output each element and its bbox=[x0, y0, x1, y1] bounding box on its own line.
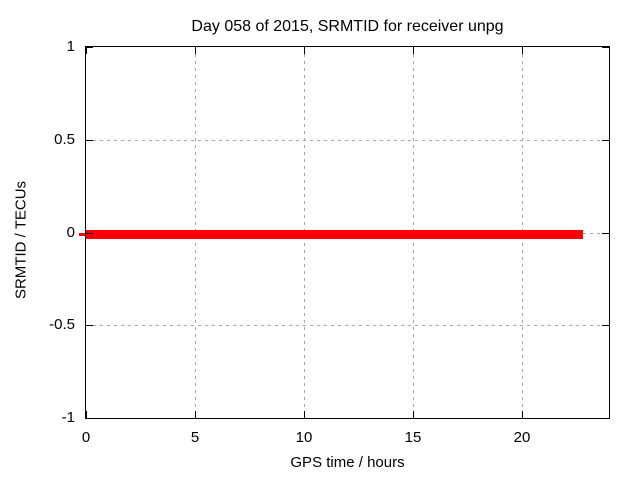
y-gridline bbox=[86, 325, 609, 326]
y-tick-mark-right bbox=[602, 418, 609, 419]
x-tick-label: 20 bbox=[513, 429, 531, 446]
x-tick-label: 0 bbox=[81, 429, 91, 446]
x-tick-mark bbox=[86, 411, 87, 418]
x-axis-label: GPS time / hours bbox=[290, 454, 405, 471]
x-tick-label: 15 bbox=[404, 429, 422, 446]
x-tick-mark-top bbox=[86, 47, 87, 54]
y-tick-label: -0.5 bbox=[49, 316, 75, 333]
x-tick-label: 5 bbox=[190, 429, 200, 446]
x-tick-mark bbox=[522, 411, 523, 418]
y-tick-mark-right bbox=[602, 325, 609, 326]
y-tick-mark-right bbox=[602, 233, 609, 234]
x-tick-mark-top bbox=[522, 47, 523, 54]
x-tick-mark-top bbox=[304, 47, 305, 54]
y-tick-mark bbox=[86, 140, 93, 141]
data-line bbox=[86, 230, 583, 239]
y-tick-label: 1 bbox=[66, 38, 75, 55]
y-axis-label: SRMTID / TECUs bbox=[12, 180, 30, 300]
x-tick-mark bbox=[304, 411, 305, 418]
x-tick-label: 10 bbox=[295, 429, 313, 446]
data-line-left-cap bbox=[79, 233, 85, 236]
y-gridline bbox=[86, 140, 609, 141]
y-tick-mark bbox=[86, 325, 93, 326]
y-tick-mark bbox=[86, 418, 93, 419]
x-tick-mark bbox=[413, 411, 414, 418]
y-tick-label: -1 bbox=[61, 409, 75, 426]
y-tick-mark-right bbox=[602, 47, 609, 48]
y-tick-mark bbox=[86, 233, 93, 234]
y-tick-mark-right bbox=[602, 140, 609, 141]
y-tick-mark bbox=[86, 47, 93, 48]
x-tick-mark-top bbox=[195, 47, 196, 54]
y-tick-label: 0.5 bbox=[54, 131, 75, 148]
x-tick-mark bbox=[195, 411, 196, 418]
plot-area bbox=[85, 46, 610, 419]
y-tick-label: 0 bbox=[66, 224, 75, 241]
chart-title: Day 058 of 2015, SRMTID for receiver unp… bbox=[191, 18, 504, 35]
x-tick-mark-top bbox=[413, 47, 414, 54]
